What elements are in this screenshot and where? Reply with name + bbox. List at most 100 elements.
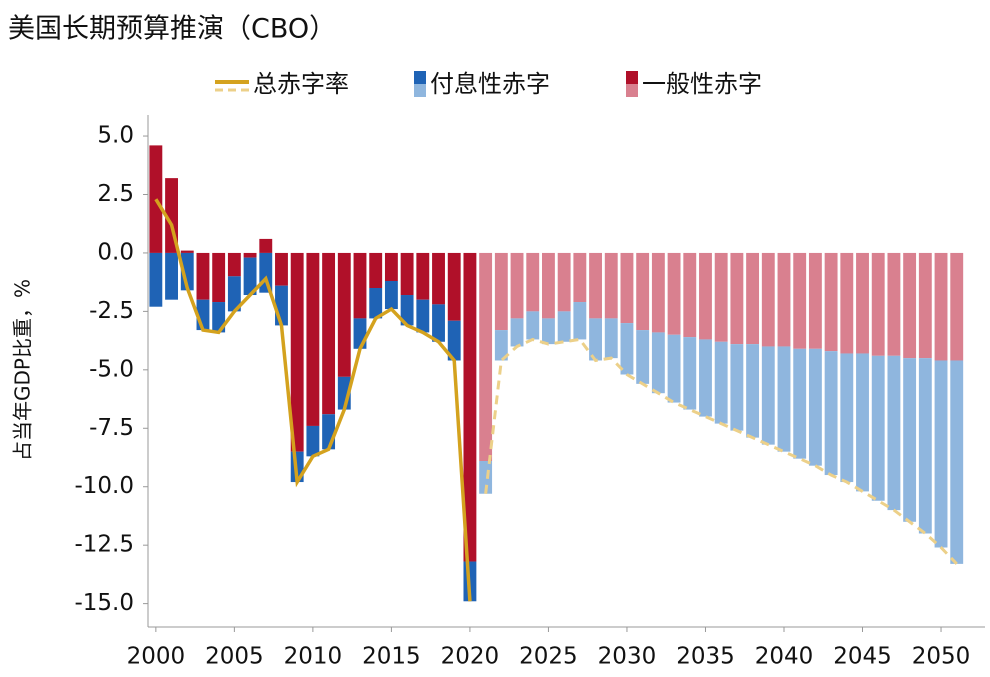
bar (212, 302, 226, 333)
y-tick-label: -5.0 (89, 356, 134, 382)
bar (432, 304, 445, 342)
bar (526, 252, 540, 312)
bar (447, 252, 461, 321)
bar (636, 252, 650, 331)
bar (494, 330, 508, 361)
bar (950, 360, 964, 564)
bar (290, 252, 304, 452)
bar (306, 252, 320, 426)
bar (275, 285, 288, 326)
bar (589, 318, 602, 361)
bar (526, 311, 540, 340)
legend-label: 付息性赤字 (430, 70, 550, 98)
bar (479, 252, 493, 462)
bar (651, 252, 665, 333)
bar (950, 252, 964, 361)
bar (746, 344, 760, 438)
bar (620, 323, 634, 375)
y-tick-label: -2.5 (89, 298, 134, 324)
x-tick-label: 2035 (676, 644, 735, 670)
x-tick-label: 2045 (833, 644, 892, 670)
bar (934, 252, 948, 361)
bar (651, 332, 665, 394)
bar (447, 320, 461, 361)
bar (620, 252, 634, 324)
bar (432, 252, 445, 305)
bar (165, 252, 178, 300)
bar (871, 252, 885, 356)
bar (589, 252, 602, 319)
bar (856, 353, 869, 492)
bar (808, 348, 822, 466)
bar (761, 346, 775, 445)
legend-swatch (414, 84, 426, 97)
bar (542, 252, 555, 319)
bar (463, 252, 477, 562)
bar (824, 351, 838, 476)
legend-swatch (414, 71, 426, 84)
bar (416, 252, 430, 300)
bar (730, 344, 744, 431)
bar (730, 252, 744, 345)
bar (369, 252, 383, 289)
bar (243, 252, 257, 258)
bar (793, 252, 807, 349)
bar (227, 276, 241, 312)
y-tick-label: -15.0 (74, 590, 134, 616)
bar (808, 252, 822, 349)
total-line (154, 198, 472, 602)
bar (840, 353, 854, 483)
x-tick-label: 2050 (912, 644, 971, 670)
bar (494, 252, 508, 331)
bar (149, 252, 163, 307)
bar (275, 252, 288, 286)
bar (573, 252, 587, 303)
bar (746, 252, 760, 345)
x-tick-label: 2030 (598, 644, 657, 670)
legend-label: 总赤字率 (253, 70, 349, 98)
bar (604, 318, 618, 359)
x-tick-label: 2020 (441, 644, 500, 670)
legend-swatch (626, 84, 638, 97)
bar (699, 339, 712, 417)
bar (714, 252, 728, 342)
bar (510, 318, 524, 347)
bar (369, 288, 383, 319)
bar (824, 252, 838, 352)
bar (384, 280, 398, 310)
bar (840, 252, 854, 354)
bar (777, 346, 791, 452)
bar (777, 252, 791, 347)
y-tick-label: 5.0 (97, 123, 134, 149)
y-tick-label: -12.5 (74, 532, 134, 558)
bar (227, 252, 241, 277)
bar (259, 238, 273, 253)
bar (683, 252, 697, 338)
bar (306, 425, 320, 457)
y-axis-label: 占当年GDP比重，% (11, 279, 35, 461)
bar (918, 358, 932, 534)
bar (887, 252, 901, 356)
projection-line (484, 337, 958, 565)
x-tick-label: 2025 (519, 644, 578, 670)
bar (400, 252, 414, 296)
bar (683, 337, 697, 410)
bar (856, 252, 869, 354)
x-tick-label: 2010 (284, 644, 343, 670)
bar (353, 318, 367, 349)
bar (243, 257, 257, 296)
bar (479, 461, 493, 494)
bar (887, 355, 901, 511)
bar (510, 252, 524, 319)
bar (699, 252, 712, 340)
bar (337, 252, 351, 377)
y-tick-label: -10.0 (74, 473, 134, 499)
bar (636, 330, 650, 384)
y-tick-label: 2.5 (97, 181, 134, 207)
x-tick-label: 2005 (205, 644, 264, 670)
legend-label: 一般性赤字 (642, 70, 762, 98)
bar (416, 299, 430, 333)
bar (384, 252, 398, 281)
chart-title: 美国长期预算推演（CBO） (8, 14, 336, 45)
bar (180, 250, 194, 253)
